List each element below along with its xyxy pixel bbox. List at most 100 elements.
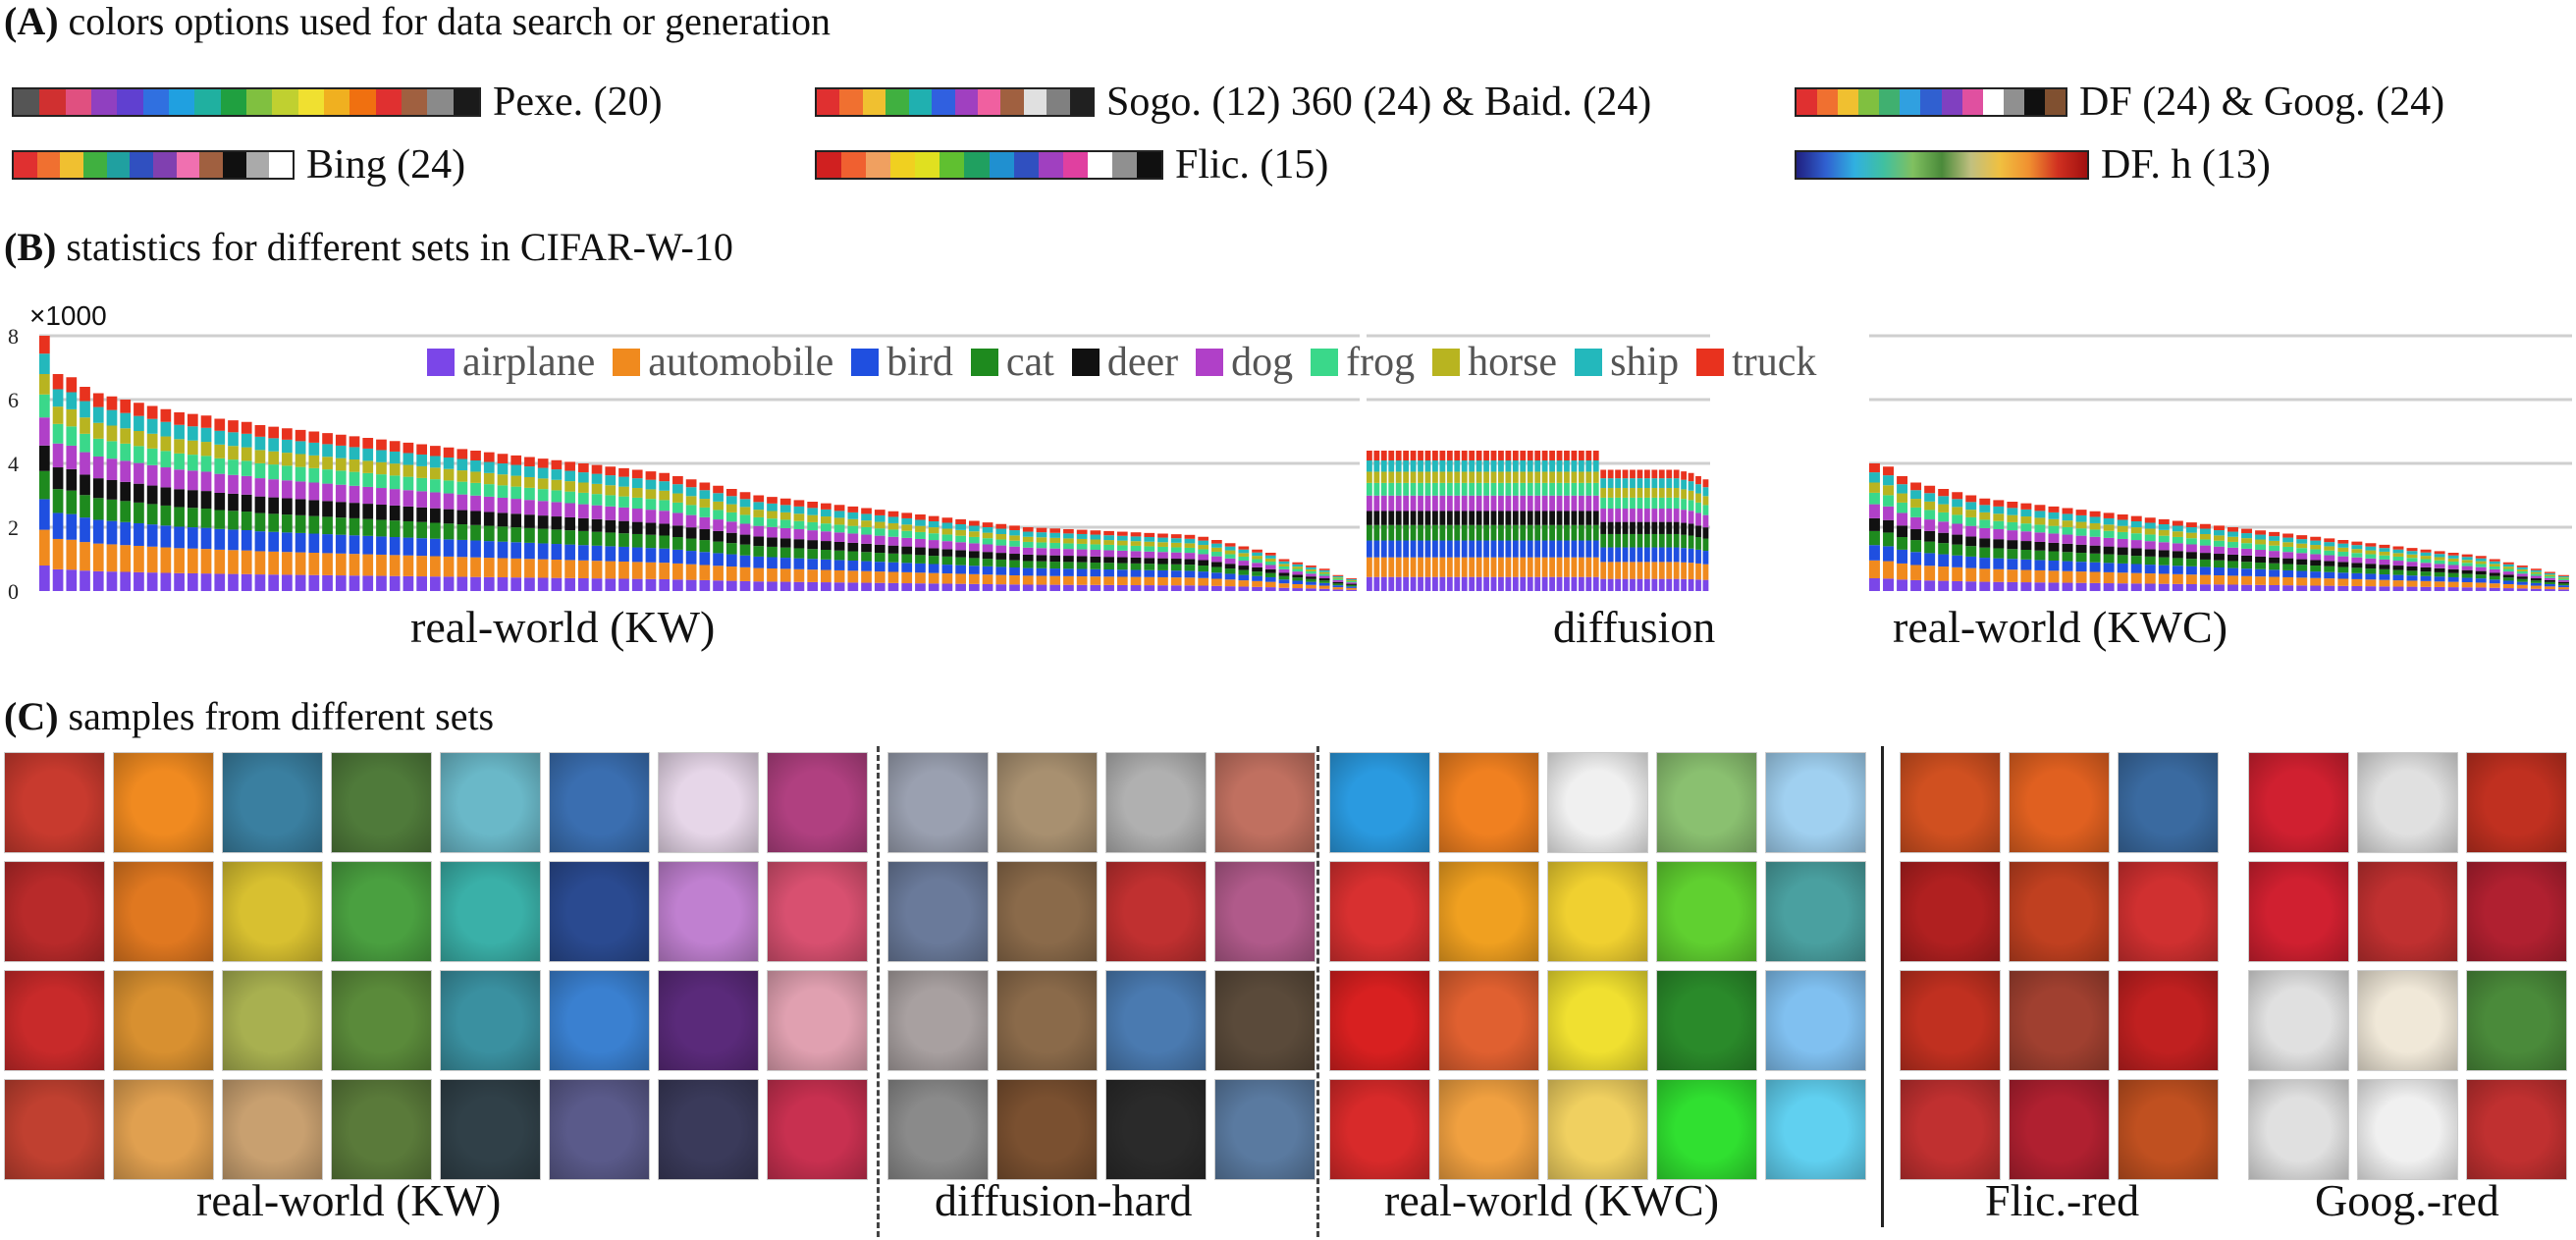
bar-segment-airplane <box>1993 581 2005 591</box>
bar-segment-truck <box>430 446 441 457</box>
bar-segment-ship <box>1063 533 1074 539</box>
bar-segment-airplane <box>1498 576 1504 591</box>
bar-segment-automobile <box>1666 562 1673 579</box>
bar-segment-cat <box>1651 533 1658 548</box>
bar-segment-cat <box>2007 549 2018 560</box>
bar-segment-ship <box>1170 538 1182 543</box>
bar-segment-bird <box>1198 571 1209 578</box>
bar-segment-cat <box>1924 541 1936 554</box>
bar-segment-automobile <box>821 569 832 583</box>
bar-segment-ship <box>2489 561 2500 565</box>
palette-swatch <box>323 89 350 115</box>
bar-segment-truck <box>2351 541 2363 546</box>
bar-segment-deer <box>1373 511 1380 525</box>
bar-segment-horse <box>2530 571 2542 574</box>
bar-segment-dog <box>2007 530 2018 541</box>
sample-image <box>658 752 759 853</box>
bar-segment-ship <box>66 392 78 409</box>
bar-segment-truck <box>928 515 939 521</box>
bar-segment-automobile <box>106 544 118 572</box>
palette-swatch <box>1013 152 1039 178</box>
bar-segment-airplane <box>2489 587 2500 591</box>
bar-segment-dog <box>577 504 589 518</box>
bar-segment-frog <box>134 446 144 463</box>
bar-segment-truck <box>1170 534 1182 539</box>
sample-image <box>2118 970 2219 1071</box>
bar-segment-deer <box>1869 517 1880 531</box>
bar-segment-ship <box>2241 533 2253 539</box>
bar-segment-frog <box>605 495 617 507</box>
bar-segment-cat <box>1130 563 1142 570</box>
bar-segment-airplane <box>443 576 455 592</box>
bar-segment-airplane <box>282 574 293 591</box>
bar-segment-deer <box>1238 566 1250 570</box>
legend-item-bird: bird <box>851 339 953 386</box>
bar-segment-horse <box>725 504 737 512</box>
palette-swatch <box>176 152 200 178</box>
bar-segment-bird <box>268 531 280 552</box>
bar-segment-automobile <box>699 565 711 580</box>
bar-segment-airplane <box>1924 580 1936 591</box>
bar-segment-cat <box>389 520 401 538</box>
bar-segment-deer <box>2089 545 2101 554</box>
bar-segment-airplane <box>2117 583 2128 591</box>
bar-segment-dog <box>1373 495 1380 512</box>
bar-segment-bird <box>2282 569 2294 577</box>
bar-segment-frog <box>2502 568 2514 572</box>
bar-segment-truck <box>1009 525 1020 531</box>
bar-segment-horse <box>591 483 603 495</box>
bar-segment-deer <box>1681 522 1688 535</box>
bar-segment-truck <box>821 503 832 510</box>
bar-segment-automobile <box>416 556 427 577</box>
bar-segment-automobile <box>510 558 522 578</box>
bar-segment-frog <box>2337 551 2349 557</box>
bar-segment-deer <box>1388 511 1395 525</box>
bar-segment-dog <box>106 458 118 480</box>
bar-segment-dog <box>1454 495 1461 512</box>
bar-segment-frog <box>443 480 455 494</box>
bar-segment-bird <box>1643 547 1650 563</box>
legend-swatch <box>613 349 641 376</box>
bar-segment-bird <box>2516 581 2528 585</box>
bar-segment-horse <box>2255 539 2267 545</box>
bar-segment-dog <box>1993 529 2005 540</box>
bar-segment-airplane <box>1564 576 1570 591</box>
bar-segment-deer <box>955 550 966 558</box>
bar-segment-airplane <box>335 575 347 591</box>
bar-segment-airplane <box>1403 576 1410 591</box>
bar-segment-dog <box>282 480 293 499</box>
bar-segment-truck <box>833 505 845 512</box>
bar-segment-deer <box>510 513 522 528</box>
legend-item-deer: deer <box>1071 339 1178 386</box>
bar-segment-automobile <box>2379 579 2390 587</box>
bar-segment-truck <box>200 415 212 428</box>
bar-segment-airplane <box>66 569 78 591</box>
bar-segment-cat <box>1564 524 1570 541</box>
bar-segment-truck <box>1637 469 1643 479</box>
bar-segment-horse <box>861 520 872 527</box>
bar-segment-deer <box>1264 568 1276 573</box>
bar-segment-horse <box>1238 553 1250 557</box>
bar-segment-automobile <box>779 568 791 582</box>
bar-segment-deer <box>928 548 939 557</box>
sample-image <box>1900 1079 2001 1180</box>
bar-segment-ship <box>2185 527 2197 533</box>
bar-segment-frog <box>847 525 859 534</box>
bar-segment-horse <box>1688 490 1694 501</box>
sample-image <box>1105 1079 1207 1180</box>
bar-segment-deer <box>349 503 360 518</box>
bar-segment-truck <box>2282 533 2294 538</box>
bar-segment-bird <box>389 537 401 556</box>
palette-swatch <box>939 152 965 178</box>
bar-segment-frog <box>2241 543 2253 549</box>
bar-segment-airplane <box>1549 576 1555 591</box>
bar-segment-horse <box>1103 540 1114 545</box>
legend-label: horse <box>1468 340 1558 385</box>
bar-segment-horse <box>767 511 778 519</box>
bar-segment-cat <box>349 517 360 536</box>
bar-segment-cat <box>335 517 347 535</box>
bar-segment-ship <box>295 441 306 455</box>
bar-segment-frog <box>2420 559 2432 564</box>
bar-segment-dog <box>524 500 535 515</box>
bar-segment-frog <box>1388 482 1395 496</box>
